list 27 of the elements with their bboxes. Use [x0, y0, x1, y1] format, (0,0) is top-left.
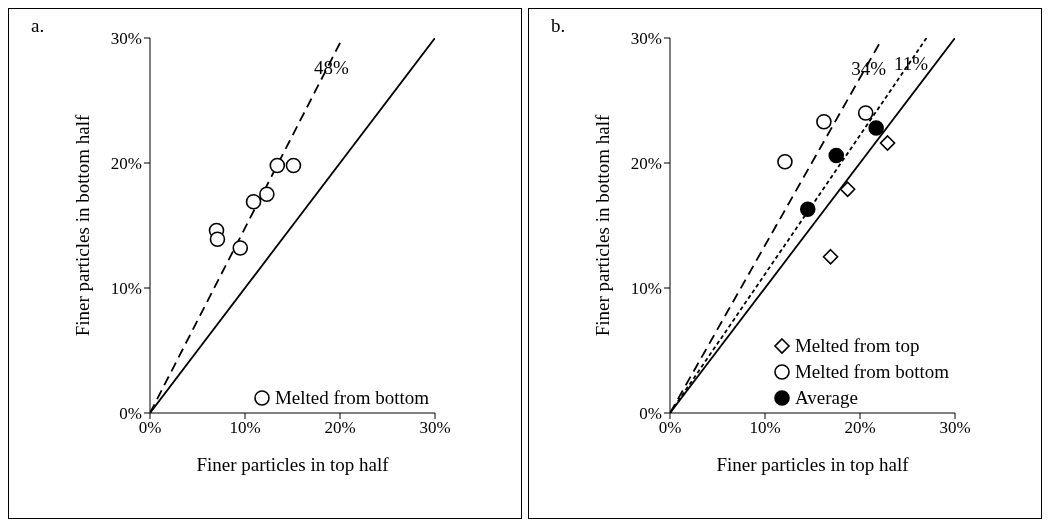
x-tick-label: 10% [229, 418, 261, 438]
legend-label: Average [794, 386, 858, 410]
y-tick-label: 30% [630, 29, 662, 49]
series-label: 48% [314, 57, 349, 79]
x-tick-label: 10% [749, 418, 781, 438]
chart-title: a. [31, 15, 45, 37]
legend-label: Melted from top [794, 334, 920, 358]
y-tick-label: 30% [110, 29, 142, 49]
x-tick-label: 0% [138, 418, 162, 438]
y-tick-label: 20% [630, 154, 662, 174]
x-axis-title: Finer particles in top half [196, 454, 390, 475]
y-axis-title: Finer particles in bottom half [591, 114, 613, 337]
y-axis-title: Finer particles in bottom half [71, 114, 93, 337]
x-tick-label: 0% [658, 418, 682, 438]
x-tick-label: 20% [324, 418, 356, 438]
y-tick-label: 10% [110, 279, 142, 299]
x-tick-label: 30% [419, 418, 451, 438]
legend-label: Melted from bottom [794, 360, 949, 384]
legend-label: Melted from bottom [274, 386, 429, 410]
x-axis-title: Finer particles in top half [716, 454, 910, 475]
x-tick-label: 20% [844, 418, 876, 438]
y-tick-label: 20% [110, 154, 142, 174]
series-label: 11% [894, 52, 929, 75]
y-tick-label: 10% [630, 279, 662, 299]
chart-title: b. [551, 15, 566, 37]
series-label: 34% [851, 58, 886, 81]
x-tick-label: 30% [939, 418, 971, 438]
